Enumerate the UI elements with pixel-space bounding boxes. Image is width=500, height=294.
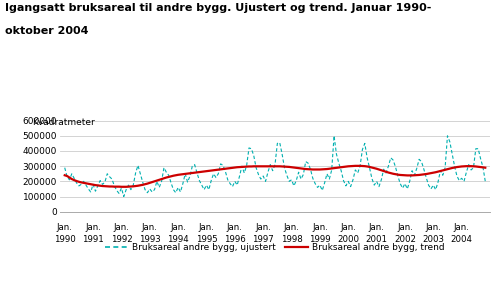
Text: Jan.: Jan.	[284, 223, 300, 232]
Text: Jan.: Jan.	[368, 223, 384, 232]
Text: Jan.: Jan.	[397, 223, 413, 232]
Text: Jan.: Jan.	[426, 223, 441, 232]
Text: Igangsatt bruksareal til andre bygg. Ujustert og trend. Januar 1990-: Igangsatt bruksareal til andre bygg. Uju…	[5, 3, 432, 13]
Text: Jan.: Jan.	[255, 223, 271, 232]
Text: Jan.: Jan.	[57, 223, 72, 232]
Text: Jan.: Jan.	[198, 223, 214, 232]
Text: 1990: 1990	[54, 235, 76, 244]
Text: 1994: 1994	[168, 235, 189, 244]
Text: 2000: 2000	[337, 235, 359, 244]
Text: 1995: 1995	[196, 235, 218, 244]
Text: 2001: 2001	[366, 235, 388, 244]
Text: Jan.: Jan.	[85, 223, 101, 232]
Text: Jan.: Jan.	[340, 223, 356, 232]
Text: 1992: 1992	[110, 235, 132, 244]
Text: Jan.: Jan.	[454, 223, 469, 232]
Text: 2004: 2004	[450, 235, 472, 244]
Text: 1996: 1996	[224, 235, 246, 244]
Text: 1991: 1991	[82, 235, 104, 244]
Text: Jan.: Jan.	[114, 223, 130, 232]
Text: oktober 2004: oktober 2004	[5, 26, 88, 36]
Text: 1999: 1999	[309, 235, 330, 244]
Text: 1998: 1998	[280, 235, 302, 244]
Legend: Bruksareal andre bygg, ujustert, Bruksareal andre bygg, trend: Bruksareal andre bygg, ujustert, Bruksar…	[102, 240, 448, 256]
Text: 1993: 1993	[139, 235, 160, 244]
Text: 2002: 2002	[394, 235, 416, 244]
Text: Jan.: Jan.	[142, 223, 158, 232]
Text: Kvadratmeter: Kvadratmeter	[32, 118, 95, 127]
Text: Jan.: Jan.	[170, 223, 186, 232]
Text: 2003: 2003	[422, 235, 444, 244]
Text: 1997: 1997	[252, 235, 274, 244]
Text: Jan.: Jan.	[312, 223, 328, 232]
Text: Jan.: Jan.	[227, 223, 243, 232]
